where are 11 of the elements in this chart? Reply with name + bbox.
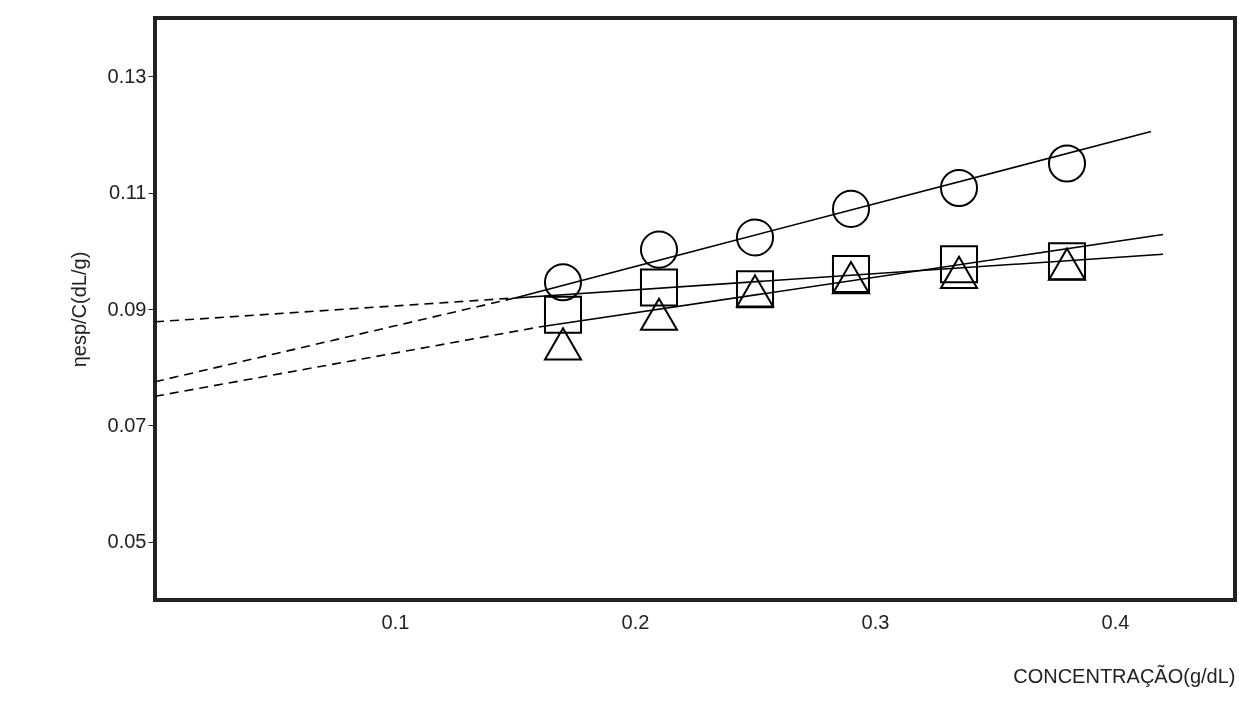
y-tick-label: 0.13 <box>107 64 147 87</box>
x-tick-label: 0.3 <box>861 610 890 633</box>
y-tick-label: 0.09 <box>107 297 147 320</box>
x-tick-label: 0.1 <box>381 610 410 633</box>
y-tick-label: 0.11 <box>109 181 147 204</box>
x-axis-title: CONCENTRAÇÃO(g/dL) <box>1013 663 1236 687</box>
x-tick-label: 0.4 <box>1101 610 1130 633</box>
x-tick-label: 0.2 <box>621 610 650 633</box>
y-tick-label: 0.07 <box>107 413 147 436</box>
y-axis-title: ηesp/C(dL/g) <box>67 251 90 368</box>
y-tick-label: 0.05 <box>107 530 147 553</box>
